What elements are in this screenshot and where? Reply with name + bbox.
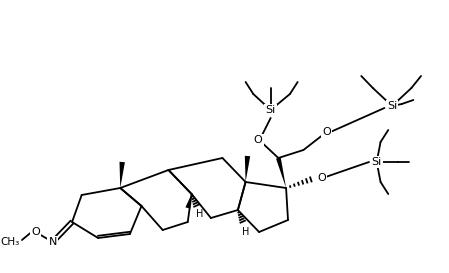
- Polygon shape: [119, 162, 125, 188]
- Text: O: O: [254, 135, 263, 145]
- Text: Si: Si: [265, 105, 276, 115]
- Text: N: N: [48, 237, 57, 247]
- Text: Si: Si: [372, 157, 382, 167]
- Text: H: H: [242, 227, 249, 237]
- Text: O: O: [31, 227, 40, 237]
- Text: O: O: [317, 173, 326, 183]
- Text: CH₃: CH₃: [1, 237, 20, 247]
- Text: Si: Si: [387, 101, 397, 111]
- Polygon shape: [276, 157, 286, 188]
- Polygon shape: [245, 156, 250, 182]
- Text: O: O: [322, 127, 331, 137]
- Text: H: H: [196, 209, 203, 219]
- Polygon shape: [185, 194, 192, 209]
